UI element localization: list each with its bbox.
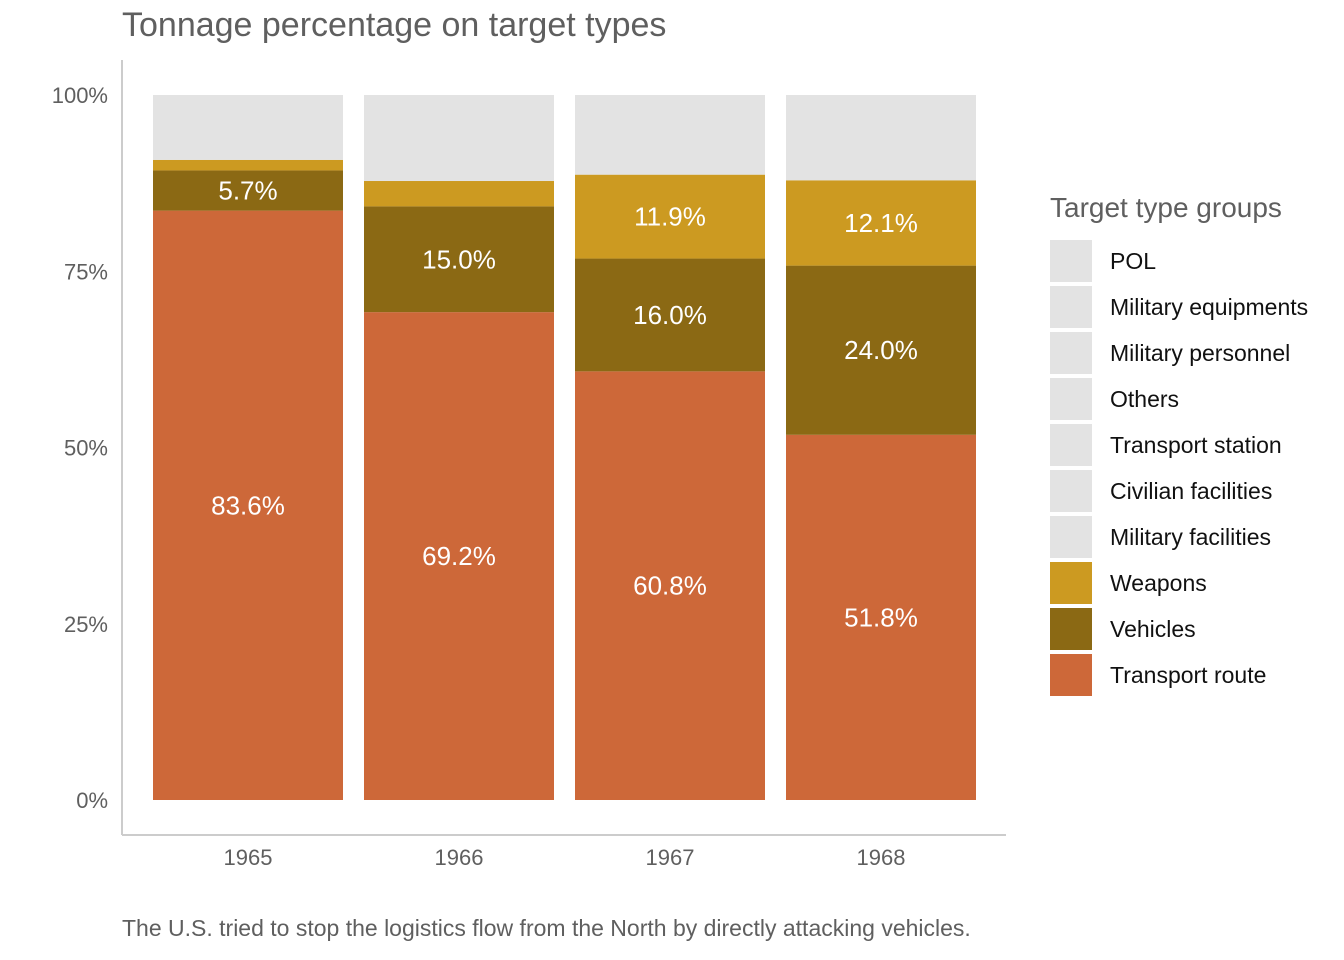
legend-label: Military facilities bbox=[1110, 523, 1272, 550]
legend-label: Transport station bbox=[1110, 431, 1282, 458]
x-tick-label: 1967 bbox=[646, 845, 695, 870]
legend-item: Others bbox=[1050, 376, 1308, 422]
tick-labels: 0% 25% 50% 75% 100% 1965 1966 1967 1968 bbox=[52, 83, 906, 870]
y-tick-label: 75% bbox=[64, 259, 108, 284]
data-label: 15.0% bbox=[422, 244, 496, 274]
legend-item: Transport station bbox=[1050, 422, 1308, 468]
data-label: 16.0% bbox=[633, 300, 707, 330]
data-label: 11.9% bbox=[634, 202, 706, 232]
legend-item: Military personnel bbox=[1050, 330, 1308, 376]
bar-segment bbox=[575, 174, 765, 259]
legend-label: Transport route bbox=[1110, 661, 1267, 688]
bar-segment bbox=[364, 206, 554, 313]
x-tick-label: 1966 bbox=[435, 845, 484, 870]
bar-segment bbox=[786, 265, 976, 435]
legend-label: Weapons bbox=[1110, 569, 1207, 596]
legend-item: Military equipments bbox=[1050, 284, 1308, 330]
chart-caption: The U.S. tried to stop the logistics flo… bbox=[122, 915, 971, 941]
bar-segment bbox=[786, 180, 976, 266]
axes bbox=[121, 60, 1006, 836]
bar-segment bbox=[364, 312, 554, 800]
y-tick-label: 50% bbox=[64, 436, 108, 461]
legend-swatch bbox=[1050, 608, 1092, 650]
legend-swatch bbox=[1050, 654, 1092, 696]
legend-item: Weapons bbox=[1050, 560, 1308, 606]
data-label: 24.0% bbox=[844, 335, 918, 365]
legend-swatch bbox=[1050, 332, 1092, 374]
legend-swatch bbox=[1050, 424, 1092, 466]
y-tick-label: 25% bbox=[64, 612, 108, 637]
data-label: 12.1% bbox=[844, 208, 918, 238]
legend-swatch bbox=[1050, 286, 1092, 328]
data-label: 5.7% bbox=[218, 176, 277, 206]
legend-item: Vehicles bbox=[1050, 606, 1308, 652]
legend-label: Military equipments bbox=[1110, 293, 1309, 320]
data-label: 69.2% bbox=[422, 541, 496, 571]
data-label: 83.6% bbox=[211, 490, 285, 520]
legend-label: Military personnel bbox=[1110, 339, 1291, 366]
bar-segment bbox=[153, 95, 343, 160]
legend-item: Civilian facilities bbox=[1050, 468, 1308, 514]
legend-swatch bbox=[1050, 516, 1092, 558]
legend-swatch bbox=[1050, 240, 1092, 282]
bar-segment bbox=[575, 95, 765, 175]
legend-label: Vehicles bbox=[1110, 615, 1196, 642]
bar-segment bbox=[786, 95, 976, 181]
x-tick-label: 1968 bbox=[857, 845, 906, 870]
bar-segment bbox=[364, 181, 554, 207]
data-label: 51.8% bbox=[844, 602, 918, 632]
x-tick-label: 1965 bbox=[224, 845, 273, 870]
bar-segment bbox=[153, 210, 343, 800]
y-tick-label: 0% bbox=[76, 788, 108, 813]
bar-segment bbox=[575, 258, 765, 372]
bars bbox=[153, 95, 976, 800]
legend-item: POL bbox=[1050, 238, 1308, 284]
y-tick-label: 100% bbox=[52, 83, 108, 108]
legend-swatch bbox=[1050, 378, 1092, 420]
legend: Target type groups POL Military equipment… bbox=[1050, 192, 1308, 698]
legend-label: Civilian facilities bbox=[1110, 477, 1273, 504]
legend-swatch bbox=[1050, 470, 1092, 512]
bar-segment bbox=[364, 95, 554, 182]
legend-title: Target type groups bbox=[1050, 192, 1282, 223]
data-label: 60.8% bbox=[633, 571, 707, 601]
legend-swatch bbox=[1050, 562, 1092, 604]
bar-segment bbox=[153, 170, 343, 211]
legend-label: Others bbox=[1110, 385, 1180, 412]
bar-segment bbox=[786, 434, 976, 800]
bar-segment bbox=[575, 371, 765, 800]
legend-items: POL Military equipments Military personnel… bbox=[1050, 238, 1308, 698]
chart-title: Tonnage percentage on target types bbox=[122, 6, 667, 44]
legend-label: POL bbox=[1110, 247, 1157, 274]
legend-item: Military facilities bbox=[1050, 514, 1308, 560]
bar-segment bbox=[153, 159, 343, 171]
legend-item: Transport route bbox=[1050, 652, 1308, 698]
bar-labels: 83.6% 5.7% 69.2% 15.0% 60.8% 16.0% 11.9% 51.8% 2… bbox=[211, 176, 918, 633]
